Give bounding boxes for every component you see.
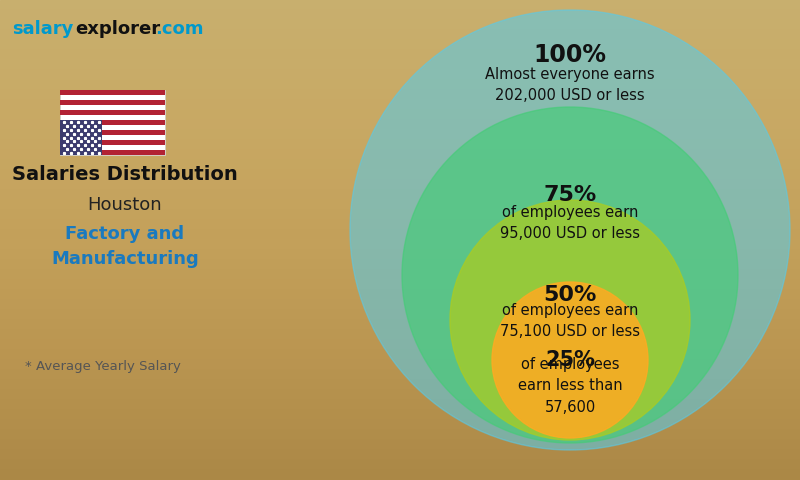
Bar <box>0 50 800 60</box>
Bar <box>0 360 800 370</box>
Text: of employees earn
75,100 USD or less: of employees earn 75,100 USD or less <box>500 303 640 339</box>
Circle shape <box>402 107 738 443</box>
Bar <box>0 270 800 280</box>
Circle shape <box>492 282 648 438</box>
Bar <box>0 0 800 10</box>
Bar <box>0 240 800 250</box>
Bar <box>60 90 165 95</box>
Bar <box>0 460 800 470</box>
Bar <box>0 200 800 210</box>
Bar <box>0 130 800 140</box>
Bar <box>0 400 800 410</box>
Bar <box>0 300 800 310</box>
FancyBboxPatch shape <box>60 90 165 155</box>
Circle shape <box>450 200 690 440</box>
Bar <box>60 140 165 145</box>
Bar <box>60 120 102 155</box>
Text: 50%: 50% <box>543 285 597 305</box>
Bar <box>0 370 800 380</box>
Bar <box>0 170 800 180</box>
Bar <box>60 150 165 155</box>
Text: Almost everyone earns
202,000 USD or less: Almost everyone earns 202,000 USD or les… <box>485 67 655 103</box>
Bar <box>0 60 800 70</box>
Text: * Average Yearly Salary: * Average Yearly Salary <box>25 360 181 373</box>
Text: of employees earn
95,000 USD or less: of employees earn 95,000 USD or less <box>500 205 640 241</box>
Bar <box>0 40 800 50</box>
Bar <box>0 210 800 220</box>
Text: explorer: explorer <box>75 20 160 38</box>
Bar <box>0 350 800 360</box>
Bar <box>0 290 800 300</box>
Bar <box>0 280 800 290</box>
Bar <box>0 90 800 100</box>
Bar <box>0 440 800 450</box>
Bar <box>0 390 800 400</box>
Bar <box>0 180 800 190</box>
Bar <box>60 120 165 125</box>
Bar <box>0 470 800 480</box>
Bar <box>0 190 800 200</box>
Bar <box>0 140 800 150</box>
Bar <box>0 420 800 430</box>
Bar <box>0 20 800 30</box>
Text: 100%: 100% <box>534 43 606 67</box>
Bar <box>0 330 800 340</box>
Bar <box>0 220 800 230</box>
Text: salary: salary <box>12 20 74 38</box>
Bar <box>60 130 165 135</box>
Text: of employees
earn less than
57,600: of employees earn less than 57,600 <box>518 358 622 415</box>
Text: 75%: 75% <box>543 185 597 205</box>
Bar <box>0 230 800 240</box>
Text: Salaries Distribution: Salaries Distribution <box>12 165 238 184</box>
Text: Factory and
Manufacturing: Factory and Manufacturing <box>51 225 199 268</box>
Text: .com: .com <box>155 20 203 38</box>
Circle shape <box>350 10 790 450</box>
Bar <box>60 110 165 115</box>
Bar <box>0 160 800 170</box>
Bar <box>0 260 800 270</box>
Bar <box>0 410 800 420</box>
Bar <box>0 380 800 390</box>
Bar <box>0 70 800 80</box>
Bar <box>0 320 800 330</box>
Bar <box>0 110 800 120</box>
Bar <box>0 120 800 130</box>
Bar <box>0 150 800 160</box>
Bar <box>0 80 800 90</box>
Bar <box>0 430 800 440</box>
Text: 25%: 25% <box>545 350 595 370</box>
Bar <box>0 10 800 20</box>
Bar <box>0 310 800 320</box>
Bar <box>0 450 800 460</box>
Text: Houston: Houston <box>88 196 162 214</box>
Bar <box>0 30 800 40</box>
Bar <box>0 250 800 260</box>
Bar <box>0 100 800 110</box>
Bar <box>0 340 800 350</box>
Bar <box>60 100 165 105</box>
